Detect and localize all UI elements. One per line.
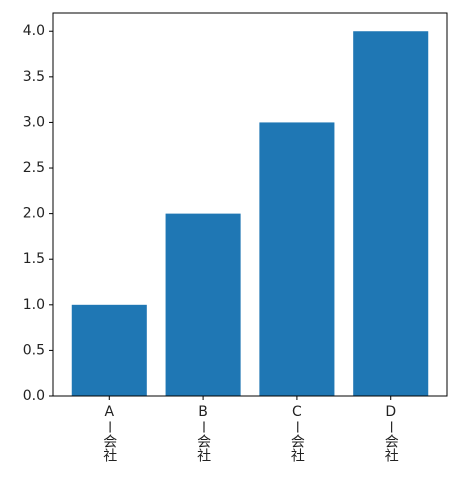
y-tick-label: 1.0 <box>23 297 45 313</box>
y-tick-label: 2.0 <box>23 206 45 222</box>
y-tick-label: 4.0 <box>23 23 45 39</box>
y-tick-label: 3.5 <box>23 69 45 85</box>
y-tick-label: 0.0 <box>23 388 45 404</box>
x-tick-label: Cー会社 <box>289 404 305 462</box>
y-tick-label: 1.5 <box>23 251 45 267</box>
axes-frame <box>52 12 448 397</box>
y-tick-label: 3.0 <box>23 114 45 130</box>
x-tick-label: Dー会社 <box>383 404 399 462</box>
y-tick-label: 2.5 <box>23 160 45 176</box>
bar <box>165 213 241 396</box>
x-tick-label: Bー会社 <box>195 404 211 462</box>
y-tick-label: 0.5 <box>23 342 45 358</box>
x-tick-label: Aー会社 <box>101 404 117 462</box>
bar <box>353 31 429 396</box>
bar <box>71 304 147 396</box>
bar <box>259 122 335 396</box>
